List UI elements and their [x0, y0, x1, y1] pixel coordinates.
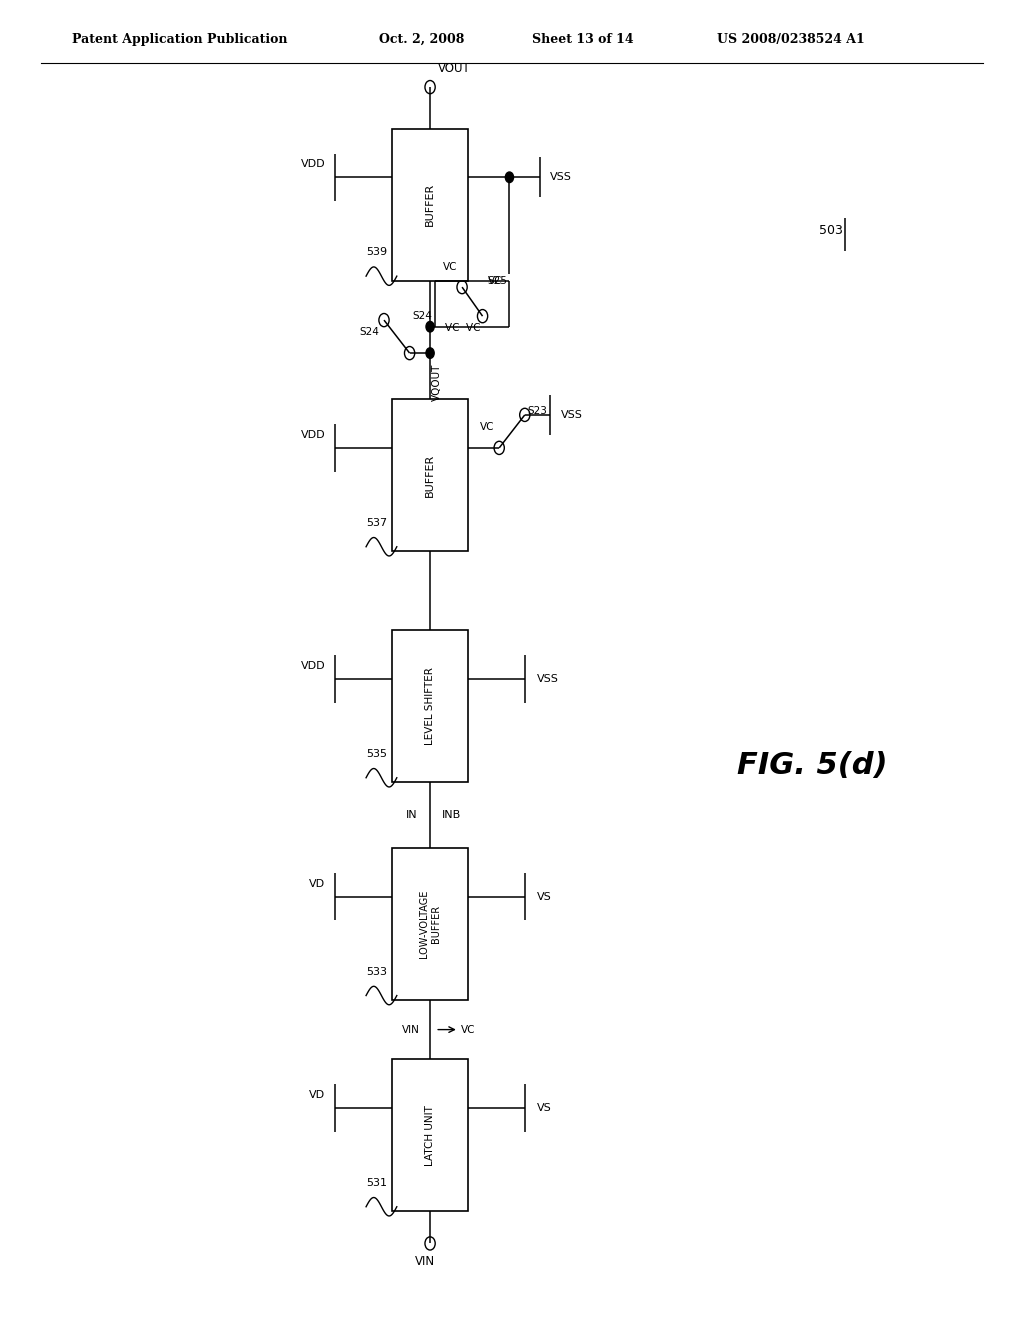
Text: FIG. 5(d): FIG. 5(d) — [737, 751, 888, 780]
Text: VDD: VDD — [300, 661, 326, 671]
Text: 531: 531 — [366, 1177, 387, 1188]
Text: LEVEL SHIFTER: LEVEL SHIFTER — [425, 668, 435, 744]
Text: BUFFER: BUFFER — [425, 183, 435, 226]
Text: S24: S24 — [412, 310, 432, 321]
Bar — [391, 400, 469, 552]
Text: LOW-VOLTAGE
BUFFER: LOW-VOLTAGE BUFFER — [419, 890, 441, 958]
Text: Patent Application Publication: Patent Application Publication — [72, 33, 287, 46]
Text: BUFFER: BUFFER — [425, 454, 435, 496]
Text: VIN: VIN — [415, 1255, 435, 1269]
Text: VOUT: VOUT — [438, 62, 471, 75]
Text: VDD: VDD — [300, 160, 326, 169]
Text: VD: VD — [309, 879, 326, 888]
Text: VD: VD — [309, 1090, 326, 1100]
Text: 537: 537 — [366, 517, 387, 528]
Bar — [391, 630, 469, 781]
Text: VC  VC: VC VC — [445, 323, 481, 334]
Bar — [391, 1059, 469, 1212]
Text: VSS: VSS — [537, 675, 559, 684]
Text: LATCH UNIT: LATCH UNIT — [425, 1105, 435, 1166]
Circle shape — [426, 322, 434, 333]
Text: US 2008/0238524 A1: US 2008/0238524 A1 — [717, 33, 864, 46]
Text: 533: 533 — [366, 966, 387, 977]
Text: VDD: VDD — [300, 430, 326, 440]
Text: VC: VC — [442, 263, 457, 272]
Text: 539: 539 — [366, 247, 387, 257]
Text: 535: 535 — [366, 748, 387, 759]
Text: IN: IN — [407, 810, 418, 820]
Text: VIN: VIN — [402, 1024, 420, 1035]
Text: VC: VC — [479, 422, 494, 432]
Circle shape — [505, 172, 514, 182]
Text: Sheet 13 of 14: Sheet 13 of 14 — [532, 33, 634, 46]
Text: VSS: VSS — [551, 173, 572, 182]
Text: S24: S24 — [359, 327, 379, 337]
Text: 503: 503 — [819, 224, 843, 238]
Text: VS: VS — [537, 1104, 552, 1113]
Text: S25: S25 — [487, 276, 508, 286]
Text: VC: VC — [487, 276, 502, 285]
Text: VS: VS — [537, 892, 552, 902]
Circle shape — [426, 348, 434, 359]
Text: S23: S23 — [527, 405, 547, 416]
Text: VQOUT: VQOUT — [432, 364, 442, 401]
Text: Oct. 2, 2008: Oct. 2, 2008 — [379, 33, 464, 46]
Text: VC: VC — [461, 1024, 475, 1035]
Text: VSS: VSS — [561, 411, 583, 420]
Text: INB: INB — [442, 810, 462, 820]
Bar — [391, 129, 469, 281]
Bar — [391, 849, 469, 1001]
